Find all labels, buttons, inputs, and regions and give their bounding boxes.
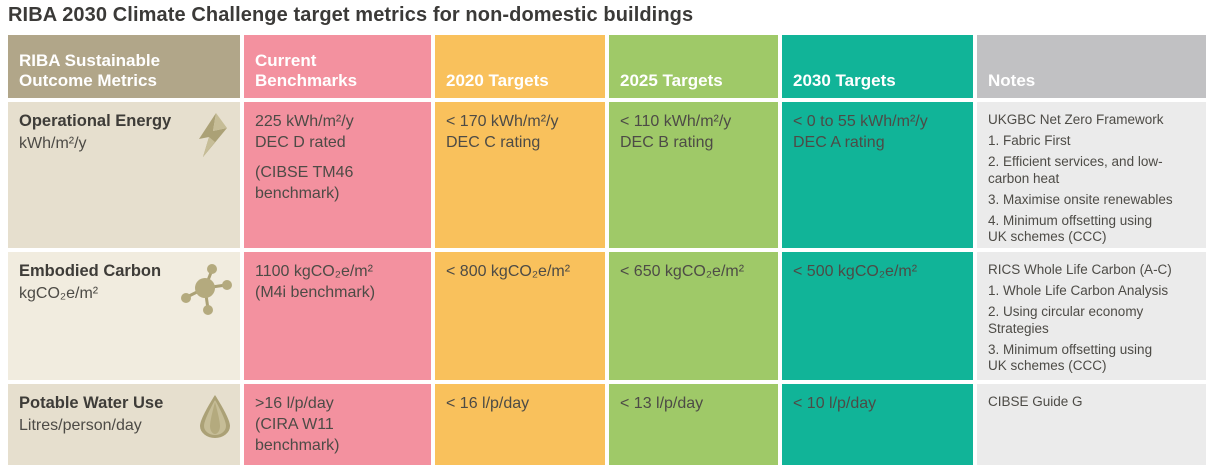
molecule-icon (179, 261, 233, 315)
metric-name: Embodied Carbon (19, 262, 162, 280)
metric-name: Potable Water Use (19, 394, 164, 412)
metric-name: Operational Energy (19, 112, 172, 130)
column-header-metrics: RIBA Sustainable Outcome Metrics (8, 35, 240, 98)
column-header-notes: Notes (977, 35, 1206, 98)
metric-text: Operational Energy kWh/m²/y (19, 111, 171, 153)
notes-cell-operational-energy: UKGBC Net Zero Framework 1. Fabric First 2… (977, 102, 1206, 248)
column-header-2025-targets: 2025 Targets (609, 35, 778, 98)
riba-targets-table: RIBA Sustainable Outcome Metrics Current… (8, 35, 1206, 465)
target-2020-cell-embodied-carbon: < 800 kgCO₂e/m² (435, 252, 605, 380)
metric-cell-potable-water-use: Potable Water Use Litres/person/day (8, 384, 240, 465)
target-2020-cell-potable-water-use: < 16 l/p/day (435, 384, 605, 465)
metric-unit: Litres/person/day (19, 416, 142, 434)
page-title: RIBA 2030 Climate Challenge target metri… (8, 4, 694, 26)
target-2020-cell-operational-energy: < 170 kWh/m²/y DEC C rating (435, 102, 605, 248)
notes-cell-potable-water-use: CIBSE Guide G (977, 384, 1206, 465)
lightning-bolt-icon (193, 111, 233, 159)
metric-text: Embodied Carbon kgCO₂e/m² (19, 261, 161, 303)
current-benchmark-cell-operational-energy: 225 kWh/m²/y DEC D rated (CIBSE TM46 benc… (244, 102, 431, 248)
metric-unit: kgCO₂e/m² (19, 284, 99, 302)
target-2030-cell-embodied-carbon: < 500 kgCO₂e/m² (782, 252, 973, 380)
metric-text: Potable Water Use Litres/person/day (19, 393, 163, 435)
target-2030-cell-potable-water-use: < 10 l/p/day (782, 384, 973, 465)
metric-cell-embodied-carbon: Embodied Carbon kgCO₂e/m² (8, 252, 240, 380)
metric-unit: kWh/m²/y (19, 134, 87, 152)
column-header-2030-targets: 2030 Targets (782, 35, 973, 98)
target-2025-cell-embodied-carbon: < 650 kgCO₂e/m² (609, 252, 778, 380)
metric-cell-operational-energy: Operational Energy kWh/m²/y (8, 102, 240, 248)
notes-cell-embodied-carbon: RICS Whole Life Carbon (A-C) 1. Whole Lif… (977, 252, 1206, 380)
target-2030-cell-operational-energy: < 0 to 55 kWh/m²/y DEC A rating (782, 102, 973, 248)
column-header-2020-targets: 2020 Targets (435, 35, 605, 98)
water-drop-icon (197, 393, 233, 439)
column-header-current-benchmarks: Current Benchmarks (244, 35, 431, 98)
current-benchmark-cell-embodied-carbon: 1100 kgCO₂e/m² (M4i benchmark) (244, 252, 431, 380)
target-2025-cell-operational-energy: < 110 kWh/m²/y DEC B rating (609, 102, 778, 248)
target-2025-cell-potable-water-use: < 13 l/p/day (609, 384, 778, 465)
current-benchmark-cell-potable-water-use: >16 l/p/day (CIRA W11 benchmark) (244, 384, 431, 465)
